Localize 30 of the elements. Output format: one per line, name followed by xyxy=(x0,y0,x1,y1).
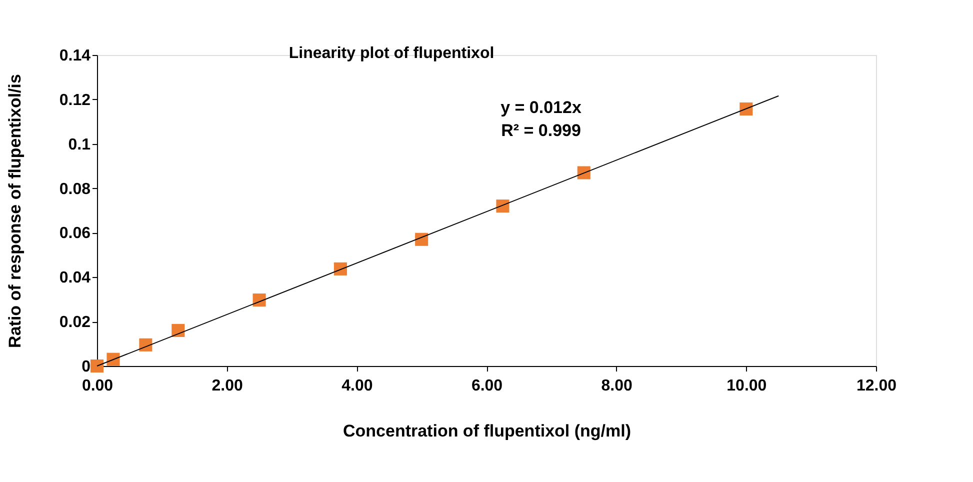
point xyxy=(496,200,510,213)
chart-title: Linearity plot of flupentixol xyxy=(288,45,494,62)
point xyxy=(172,324,185,337)
point xyxy=(334,262,347,276)
point xyxy=(90,359,104,373)
point xyxy=(139,338,152,352)
y-tick-label: 0.12 xyxy=(59,92,91,109)
point xyxy=(577,166,590,180)
y-tick-label: 0.04 xyxy=(59,270,91,287)
y-tick-label: 0.02 xyxy=(59,314,91,332)
x-tick-label: 12.00 xyxy=(856,378,897,394)
x-tick-label: 2.00 xyxy=(212,378,244,394)
y-axis-title: Ratio of response of flupentixol/is xyxy=(5,74,24,348)
y-tick-label: 0.1 xyxy=(68,136,91,154)
x-tick-label: 0.00 xyxy=(82,378,114,394)
point xyxy=(252,294,266,307)
x-tick-label: 6.00 xyxy=(471,378,503,394)
y-tick-label: 0 xyxy=(82,358,91,376)
x-tick-label: 4.00 xyxy=(342,378,373,394)
y-tick-label: 0.06 xyxy=(59,225,91,242)
point xyxy=(106,352,120,366)
y-tick-label: 0.08 xyxy=(59,180,91,198)
y-tick-label: 0.14 xyxy=(59,48,91,64)
point xyxy=(740,102,753,116)
x-axis-title: Concentration of flupentixol (ng/ml) xyxy=(342,422,632,440)
x-tick-label: 10.00 xyxy=(726,378,767,394)
x-tick-label: 8.00 xyxy=(601,378,633,394)
annotation: y = 0.012x xyxy=(500,98,582,117)
point xyxy=(415,232,428,246)
annotation: R² = 0.999 xyxy=(501,121,581,140)
